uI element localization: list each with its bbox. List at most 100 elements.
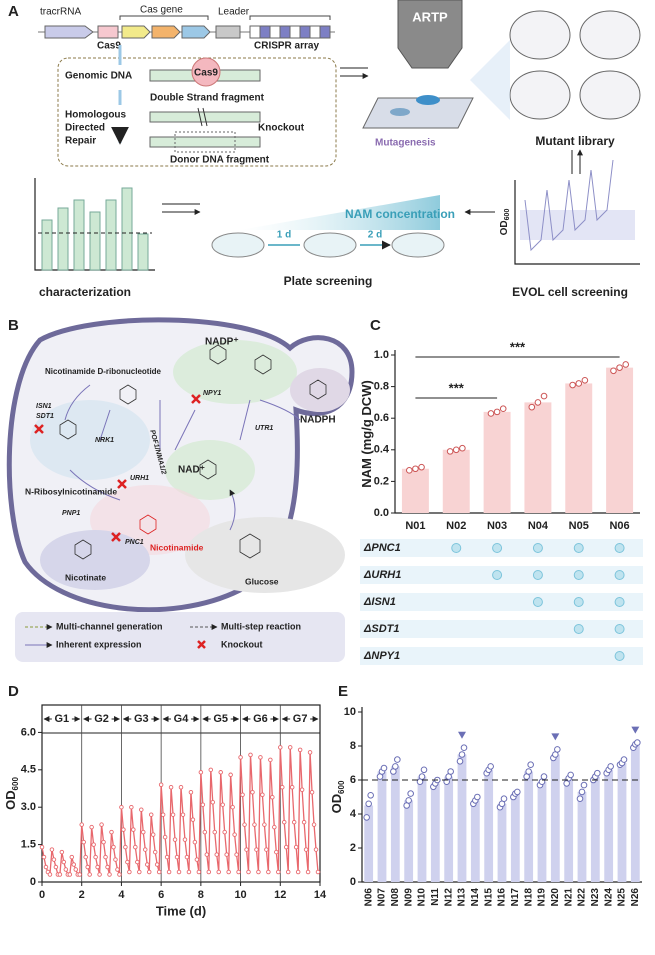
- replicate-point: [394, 756, 401, 763]
- panel-b: B NADP⁺ Nicotinamide D-ribonucleotide IS…: [6, 317, 355, 662]
- artp-device: [397, 0, 463, 69]
- label: 1 d: [277, 230, 291, 241]
- knockout-marker: [451, 543, 462, 553]
- y-tick-label: 2: [350, 842, 356, 854]
- dna-fragment: [149, 136, 261, 148]
- bar: [401, 468, 429, 513]
- flow-arrow: [340, 67, 368, 76]
- reaction-arrow: [64, 384, 301, 531]
- generation-label-bg: [171, 712, 191, 726]
- gene-arrow: [44, 25, 94, 39]
- data-point: [224, 852, 229, 857]
- data-point: [222, 829, 227, 835]
- knockout-row: [360, 593, 643, 611]
- label: Plate screening: [284, 274, 373, 288]
- significance-label: ***: [510, 339, 526, 354]
- yeast-cells: [509, 10, 641, 120]
- data-point: [311, 822, 317, 827]
- data-point: [59, 849, 65, 855]
- data-point: [73, 867, 79, 872]
- bar: [550, 754, 560, 882]
- data-point: [113, 857, 118, 862]
- knockout-marker: [614, 543, 625, 553]
- cas9-protein: [191, 57, 221, 87]
- panel-a: A tracrRNA Cas gene Leader Cas9 CRISPR a…: [8, 0, 641, 299]
- bar: [630, 744, 640, 882]
- bar: [484, 769, 494, 882]
- sample-dish: [390, 108, 410, 116]
- data-point: [198, 770, 204, 775]
- data-point: [262, 822, 267, 827]
- y-tick-label: 6.0: [21, 726, 36, 738]
- x-tick-label: N12: [443, 888, 454, 907]
- data-point: [172, 837, 178, 842]
- replicate-point: [367, 792, 374, 799]
- bar: [565, 383, 593, 513]
- data-point: [287, 745, 293, 750]
- generation-label-bg: [91, 712, 112, 726]
- knockout-marker: [492, 570, 503, 580]
- data-point: [135, 859, 140, 865]
- knockout-label: ΔNPY1: [363, 650, 400, 662]
- y-tick-label: 0.6: [374, 412, 389, 424]
- data-point: [230, 804, 235, 810]
- knockout-row: [360, 620, 643, 638]
- label: Glucose: [245, 576, 279, 586]
- legend-label: Multi-channel generation: [56, 621, 163, 631]
- label: Homologous: [65, 110, 127, 121]
- bar: [524, 771, 534, 882]
- data-point: [125, 859, 130, 865]
- label: NAM concentration: [345, 207, 455, 221]
- replicate-point: [569, 381, 576, 389]
- knockout-marks: [34, 394, 201, 542]
- x-tick-label: N23: [590, 888, 601, 907]
- gene-arrow: [181, 25, 211, 39]
- data-point: [85, 864, 90, 870]
- data-point: [204, 852, 210, 857]
- data-point: [178, 785, 184, 790]
- data-point: [95, 864, 100, 870]
- bracket: [119, 15, 331, 20]
- data-point: [137, 869, 142, 875]
- data-point: [202, 829, 208, 835]
- label: Double Strand fragment: [150, 93, 265, 104]
- x-tick-label: N14: [470, 888, 481, 907]
- x-tick-label: N16: [497, 888, 508, 907]
- y-tick-label: 0.0: [374, 507, 389, 519]
- label: Directed: [65, 123, 105, 134]
- data-point: [272, 824, 277, 830]
- data-point: [164, 854, 170, 860]
- data-point: [156, 869, 162, 875]
- bar: [590, 776, 600, 882]
- data-point: [291, 819, 297, 825]
- replicate-point: [634, 739, 641, 746]
- knockout-marker: [573, 597, 584, 607]
- label: NAD⁺: [178, 465, 205, 476]
- bar: [524, 402, 552, 513]
- bar: [364, 805, 374, 882]
- petri-dishes: [211, 232, 445, 258]
- label: N-Ribosylnicotinamide: [25, 486, 117, 496]
- generation-label-bg: [51, 712, 72, 726]
- data-point: [297, 747, 303, 753]
- replicate-point: [363, 814, 370, 821]
- replicate-point: [622, 361, 630, 368]
- x-tick-label: N07: [377, 888, 388, 907]
- x-tick-label: N19: [537, 888, 548, 907]
- data-point: [206, 869, 212, 875]
- x-axis-label: Time (d): [156, 903, 206, 918]
- data-point: [51, 857, 57, 862]
- knockout-marker: [532, 543, 543, 553]
- data-point: [208, 767, 214, 773]
- data-point: [91, 842, 96, 847]
- knockout-label: ΔISN1: [363, 596, 396, 608]
- data-line: [41, 747, 319, 877]
- replicate-point: [540, 392, 548, 400]
- data-point: [111, 844, 116, 850]
- data-point: [210, 799, 216, 805]
- region: [30, 400, 150, 480]
- x-tick-label: N18: [523, 888, 534, 907]
- x-tick-label: N21: [563, 888, 574, 907]
- data-point: [293, 844, 299, 850]
- y-tick-label: 0.8: [374, 381, 389, 393]
